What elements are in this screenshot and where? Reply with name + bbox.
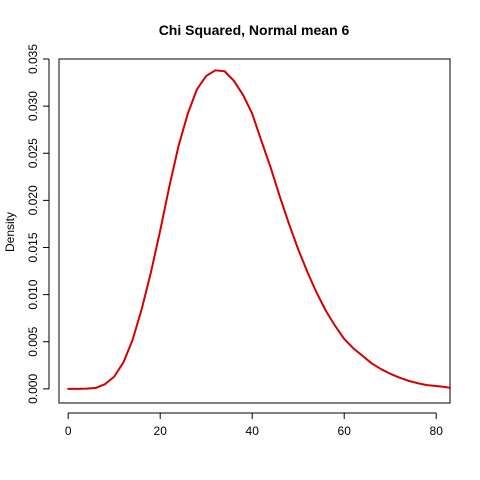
x-tick-label: 40: [246, 424, 260, 438]
plot-frame: [58, 58, 451, 404]
y-axis: 0.000 0.005 0.010 0.015 0.020 0.025 0.030 0.035: [26, 44, 50, 404]
y-tick-label: 0.020: [26, 185, 40, 215]
x-axis: 0 20 40 60 80: [65, 412, 444, 438]
x-tick-label: 80: [430, 424, 444, 438]
y-tick-label: 0.005: [26, 326, 40, 356]
y-tick-label: 0.010: [26, 279, 40, 309]
y-axis-label: Density: [3, 212, 17, 252]
plot-area: [67, 69, 451, 390]
x-tick-label: 20: [154, 424, 168, 438]
density-line: [67, 69, 451, 390]
y-tick-label: 0.030: [26, 91, 40, 121]
y-tick-label: 0.035: [26, 44, 40, 74]
y-tick-label: 0.000: [26, 374, 40, 404]
chart-title: Chi Squared, Normal mean 6: [159, 22, 350, 38]
y-tick-label: 0.025: [26, 138, 40, 168]
x-tick-label: 0: [65, 424, 72, 438]
x-tick-label: 60: [338, 424, 352, 438]
y-tick-label: 0.015: [26, 232, 40, 262]
